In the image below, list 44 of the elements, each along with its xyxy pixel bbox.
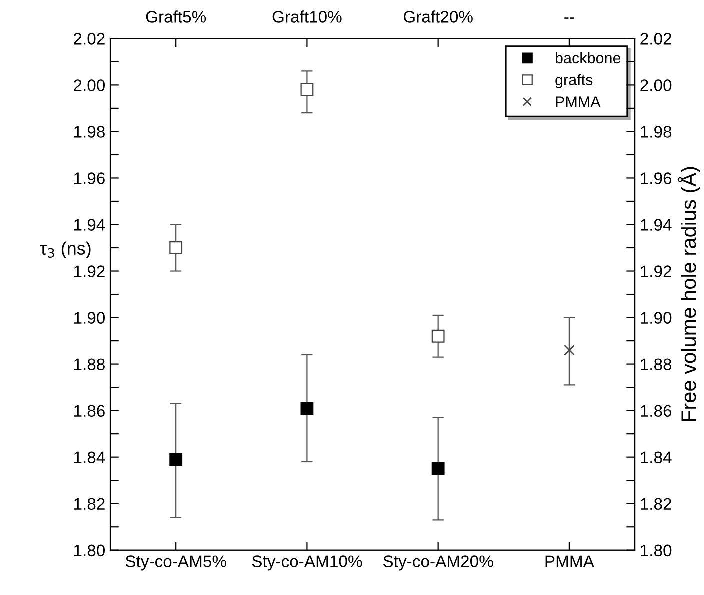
y-tick-label: 1.96 [74,172,105,184]
y-tick-label: 2.00 [74,80,106,92]
legend-label: backbone [556,52,621,64]
point [432,462,445,476]
y-tick-label: 1.82 [74,498,105,510]
x-tick-label: PMMA [546,556,594,568]
text: Graft20% [404,10,473,23]
y2-tick-label: 1.86 [641,405,672,418]
text: -- [564,18,574,19]
point [564,344,575,356]
legend-label: PMMA [556,96,601,108]
y-tick-label: 1.84 [74,452,106,464]
y2-tick-label: 1.88 [641,358,672,371]
y2-tick-label: 1.80 [641,544,672,557]
x-tick-label: Sty-co-AM20% [384,556,494,571]
y2-tick-label: 1.96 [641,172,672,184]
y-tick-label: 1.98 [74,126,105,138]
y-tick-label: 1.86 [74,405,105,418]
y-tick-label: 1.88 [74,358,105,371]
y-tick-label: 1.94 [74,219,106,231]
text: Graft5% [146,10,206,23]
point [432,330,445,343]
y2-tick-label: 2.02 [640,33,672,45]
y2-tick-label: 1.92 [641,266,672,278]
y2-tick-label: 1.84 [641,452,672,464]
y-tick-label: 1.92 [74,266,105,278]
y-tick-label: 1.90 [74,312,106,324]
y-axis-title: τ$_{3}$ (ns) [40,242,91,259]
y2-tick-label: 1.94 [641,219,672,231]
y2-tick-label: 2.00 [640,80,672,92]
point [170,242,183,254]
y2-tick-label: 1.90 [641,312,672,324]
point [300,402,314,415]
point [170,453,183,466]
x-tick-label: Sty-co-AM10% [252,556,362,571]
y2-axis-title: Free volume hole radius (Å) [678,167,700,422]
y2-tick-label: 1.82 [641,498,672,510]
legend-label: grafts [556,74,593,89]
y-tick-label: 1.80 [74,544,106,557]
x-tick-label: Sty-co-AM5% [126,556,226,571]
point [300,83,314,96]
y2-tick-label: 1.98 [641,126,672,138]
y-tick-label: 2.02 [74,33,105,45]
text: Graft10% [272,10,342,23]
